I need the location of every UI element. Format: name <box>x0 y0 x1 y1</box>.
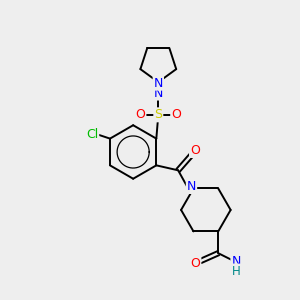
Text: N: N <box>231 255 241 268</box>
Text: N: N <box>187 180 196 193</box>
Text: O: O <box>171 108 181 121</box>
Text: O: O <box>136 108 146 121</box>
Text: N: N <box>154 76 163 90</box>
Text: O: O <box>190 256 200 270</box>
Text: S: S <box>154 108 162 121</box>
Text: N: N <box>154 86 163 100</box>
Text: Cl: Cl <box>86 128 98 141</box>
Text: O: O <box>190 144 200 157</box>
Text: H: H <box>232 265 241 278</box>
